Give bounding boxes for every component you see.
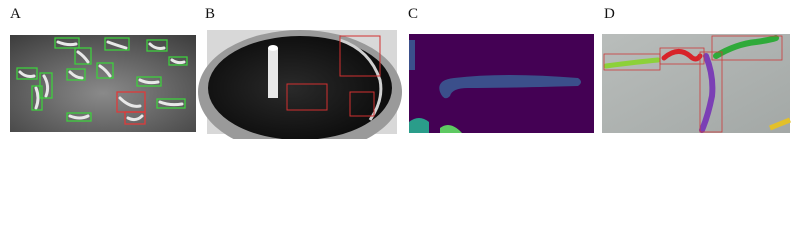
panel-d-image <box>602 34 791 133</box>
panel-label: B <box>205 6 215 22</box>
panel-a-image <box>10 35 196 132</box>
panel-label: A <box>10 6 21 22</box>
figure: A B C D <box>10 6 791 139</box>
panel-label: D <box>604 6 615 22</box>
panel-label: C <box>408 6 418 22</box>
panel-c-image <box>409 34 594 133</box>
panel-b-image <box>198 30 402 139</box>
